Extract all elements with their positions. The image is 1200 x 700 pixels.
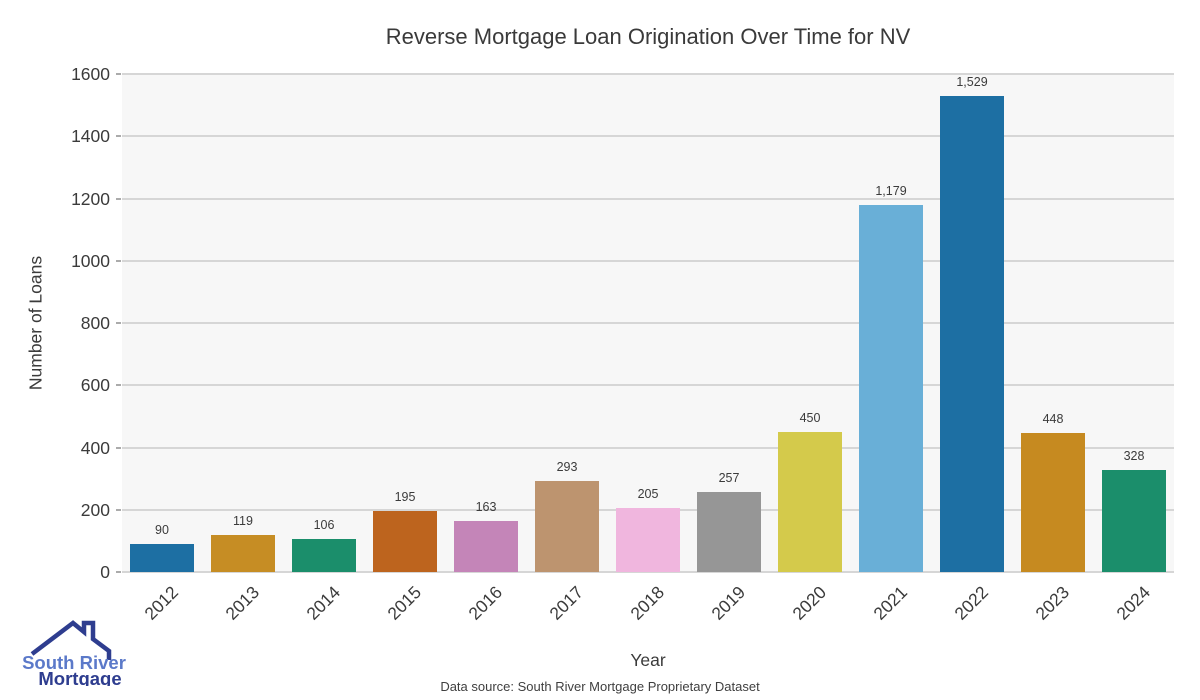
gridline <box>122 446 1174 449</box>
gridline <box>122 322 1174 324</box>
bar-value-label: 293 <box>556 460 578 474</box>
bar-value-label: 163 <box>475 500 497 514</box>
y-axis-tick-label: 400 <box>80 437 110 458</box>
y-axis-tick-label: 1600 <box>71 64 110 84</box>
y-axis-tick-label: 200 <box>80 499 110 520</box>
bar-2018 <box>616 508 680 572</box>
x-axis-tick-label: 2012 <box>140 582 183 624</box>
gridline <box>122 259 1174 262</box>
data-source-note: Data source: South River Mortgage Propri… <box>440 679 760 694</box>
logo-text-line1: South River <box>22 652 126 673</box>
y-tick-mark <box>116 135 121 138</box>
bar-2015 <box>373 511 437 572</box>
x-axis-tick-label: 2021 <box>869 582 911 624</box>
bar-2014 <box>292 539 356 572</box>
x-axis-tick-label: 2022 <box>950 582 992 624</box>
bar-2020 <box>778 432 842 572</box>
bar-value-label: 257 <box>718 471 740 485</box>
logo-text-line2: Mortgage <box>38 668 121 686</box>
bar-value-label: 205 <box>637 487 659 501</box>
bar-value-label: 448 <box>1042 412 1064 426</box>
x-axis-tick-label: 2024 <box>1111 582 1154 624</box>
x-axis-tick-label: 2015 <box>383 582 426 624</box>
y-tick-mark <box>116 384 121 387</box>
y-tick-mark <box>116 571 121 573</box>
y-tick-mark <box>116 197 121 200</box>
gridline <box>122 384 1174 387</box>
bar-value-label: 1,179 <box>875 184 907 198</box>
y-axis-tick-label: 1000 <box>71 250 110 271</box>
bar-2019 <box>697 492 761 572</box>
bar-2017 <box>535 481 599 572</box>
y-axis-tick-label: 1200 <box>71 188 110 209</box>
x-axis-tick-label: 2013 <box>221 582 264 624</box>
bar-value-label: 90 <box>155 523 169 537</box>
bar-value-label: 119 <box>233 514 253 528</box>
bar-value-label: 195 <box>394 490 416 504</box>
bar-value-label: 1,529 <box>956 75 988 89</box>
y-tick-mark <box>116 508 121 511</box>
bar-value-label: 328 <box>1123 449 1145 463</box>
y-axis-tick-label: 1400 <box>71 126 110 147</box>
x-axis-tick-label: 2016 <box>464 582 507 624</box>
y-tick-mark <box>116 446 121 449</box>
bar-value-label: 106 <box>313 518 335 532</box>
x-axis-tick-label: 2014 <box>302 582 345 624</box>
x-axis-tick-label: 2019 <box>707 582 750 624</box>
gridline <box>122 571 1174 573</box>
chart-title: Reverse Mortgage Loan Origination Over T… <box>385 24 911 49</box>
x-axis-tick-label: 2020 <box>788 582 830 624</box>
bar-2013 <box>211 535 275 572</box>
plot-area: 90 119 106 195 163 293 205 257 450 1,179 1,529 448 3… <box>116 73 1174 573</box>
y-axis-tick-label: 800 <box>80 313 110 333</box>
y-tick-mark <box>116 322 121 324</box>
bar-2024 <box>1102 470 1166 572</box>
bar-2022 <box>940 96 1004 572</box>
bar-2016 <box>454 521 518 572</box>
company-logo: South River Mortgage <box>18 610 130 691</box>
bar-value-label: 450 <box>799 411 821 425</box>
bar-2012 <box>130 544 194 572</box>
gridline <box>122 197 1174 200</box>
x-axis-tick-label: 2017 <box>545 582 588 624</box>
x-axis-tick-label: 2018 <box>626 582 669 624</box>
bar-2021 <box>859 205 923 572</box>
gridline <box>122 73 1174 75</box>
x-axis-title: Year <box>630 650 666 670</box>
y-tick-mark <box>116 73 121 75</box>
x-axis-tick-label: 2023 <box>1031 582 1073 624</box>
y-axis-tick-label: 0 <box>100 562 110 582</box>
logo-house-icon: South River Mortgage <box>22 620 126 689</box>
bar-2023 <box>1021 433 1085 572</box>
y-tick-mark <box>116 259 121 262</box>
gridline <box>122 135 1174 138</box>
y-axis-tick-label: 600 <box>80 375 110 396</box>
